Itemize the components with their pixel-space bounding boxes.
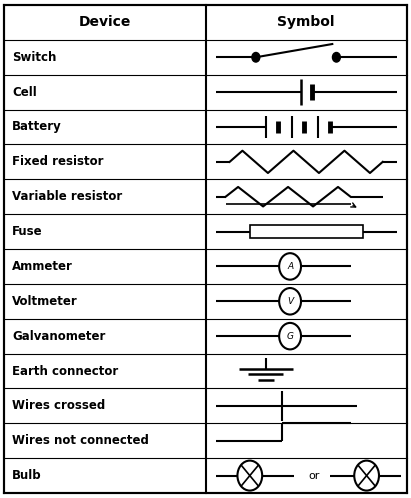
Text: Fixed resistor: Fixed resistor — [12, 155, 104, 168]
Text: Wires crossed: Wires crossed — [12, 399, 106, 412]
Text: Ammeter: Ammeter — [12, 260, 73, 273]
Circle shape — [279, 323, 301, 350]
Text: Cell: Cell — [12, 86, 37, 99]
Text: Earth connector: Earth connector — [12, 365, 119, 377]
Circle shape — [279, 253, 301, 280]
Text: Variable resistor: Variable resistor — [12, 190, 122, 203]
Text: Symbol: Symbol — [277, 15, 335, 29]
Circle shape — [238, 461, 262, 491]
Text: Wires not connected: Wires not connected — [12, 434, 149, 447]
Text: Switch: Switch — [12, 51, 57, 64]
Text: Battery: Battery — [12, 121, 62, 133]
Bar — [250, 225, 363, 238]
Text: Voltmeter: Voltmeter — [12, 295, 78, 308]
Text: V: V — [287, 297, 293, 306]
Text: Device: Device — [79, 15, 131, 29]
Circle shape — [354, 461, 379, 491]
Text: Galvanometer: Galvanometer — [12, 330, 106, 343]
Text: G: G — [286, 332, 293, 341]
Circle shape — [279, 288, 301, 315]
Circle shape — [252, 52, 260, 62]
Text: A: A — [287, 262, 293, 271]
Circle shape — [332, 52, 340, 62]
Text: Fuse: Fuse — [12, 225, 43, 238]
Text: or: or — [309, 471, 320, 481]
Text: Bulb: Bulb — [12, 469, 42, 482]
